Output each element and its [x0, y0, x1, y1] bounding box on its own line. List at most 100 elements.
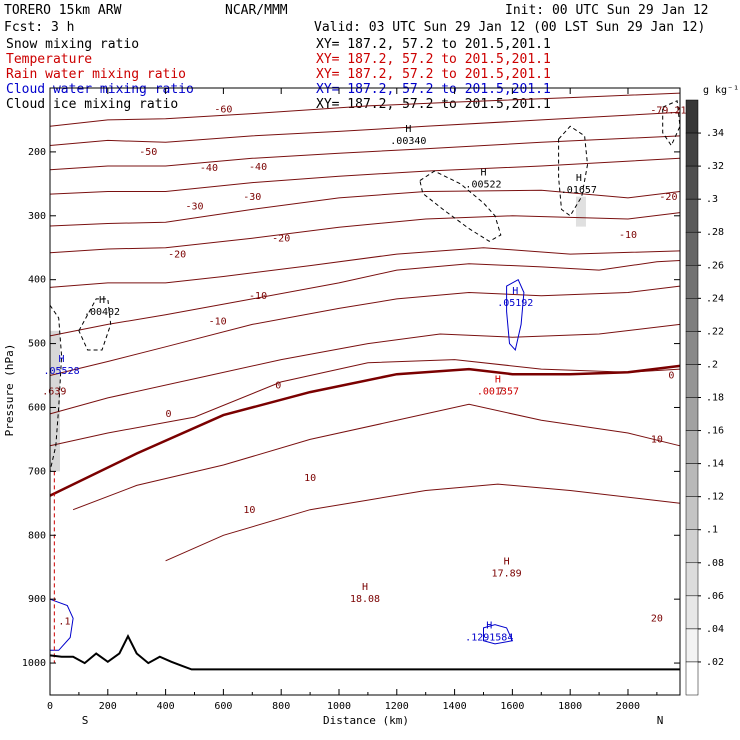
colorbar-tick-label: .12 — [706, 492, 724, 503]
high-marker-value: .1291584 — [465, 632, 513, 643]
high-marker-value: 18.08 — [350, 594, 380, 605]
colorbar-swatch — [685, 661, 699, 696]
colorbar-tick-label: .26 — [706, 260, 724, 271]
temperature-contour — [49, 260, 681, 337]
init-time: Init: 00 UTC Sun 29 Jan 12 — [505, 3, 709, 18]
high-marker: H — [495, 374, 501, 385]
contour-label: -79.21 — [650, 106, 686, 117]
x-axis-label: Distance (km) — [323, 714, 409, 727]
high-marker: H — [504, 556, 510, 567]
center-title: NCAR/MMM — [225, 3, 288, 18]
contour-label: -20 — [272, 233, 290, 244]
high-marker: H — [405, 124, 411, 135]
cloud-water-contour — [506, 278, 525, 352]
colorbar-swatch — [685, 231, 699, 266]
colorbar-swatch — [685, 397, 699, 431]
high-marker-value: .00340 — [390, 136, 426, 147]
colorbar-tick-label: .1 — [706, 525, 718, 536]
y-tick-label: 200 — [28, 147, 46, 158]
colorbar-swatch — [685, 628, 699, 663]
temperature-contour — [49, 111, 681, 146]
x-axis-start-label: S — [82, 714, 89, 727]
contour-label: .1 — [58, 617, 70, 628]
field-name-cloud-water: Cloud water mixing ratio — [6, 82, 194, 97]
contour-label: -30 — [185, 201, 203, 212]
colorbar-tick-label: .32 — [706, 161, 724, 172]
high-marker-value: .00522 — [465, 179, 501, 190]
temperature-contour — [165, 483, 681, 562]
contour-label: -60 — [214, 104, 232, 115]
contour-label: -10 — [209, 316, 227, 327]
temperature-contour — [49, 135, 681, 171]
high-marker: H — [99, 295, 105, 306]
x-tick-label: 800 — [272, 701, 290, 712]
y-tick-label: 800 — [28, 530, 46, 541]
colorbar-tick-label: .34 — [706, 128, 724, 139]
high-marker: H — [480, 167, 486, 178]
field-xy-temperature: XY= 187.2, 57.2 to 201.5,201.1 — [316, 52, 551, 67]
contour-label: 10 — [651, 435, 663, 446]
colorbar-tick-label: .28 — [706, 227, 724, 238]
colorbar-swatch — [685, 364, 699, 398]
high-marker: H — [486, 620, 492, 631]
contour-label: -40 — [249, 162, 267, 173]
temperature-contour — [49, 92, 681, 127]
forecast-hour: Fcst: 3 h — [4, 20, 74, 35]
high-marker-value: .01657 — [561, 185, 597, 196]
high-marker-value: .001357 — [477, 386, 519, 397]
x-tick-label: 600 — [214, 701, 232, 712]
temperature-contour — [49, 285, 681, 376]
colorbar-tick-label: .24 — [706, 293, 724, 304]
x-tick-label: 1400 — [443, 701, 467, 712]
x-tick-label: 1200 — [385, 701, 409, 712]
cloud-water-contour — [483, 624, 514, 645]
contour-label: -50 — [139, 147, 157, 158]
plot-frame — [49, 87, 681, 696]
x-tick-label: 0 — [47, 701, 53, 712]
contour-label: 0 — [668, 371, 674, 382]
contour-label: 10 — [243, 505, 255, 516]
x-tick-label: 400 — [157, 701, 175, 712]
temperature-contour — [49, 157, 681, 195]
contour-label: .639 — [42, 387, 66, 398]
high-marker-value: .00402 — [84, 307, 120, 318]
high-marker-value: .05192 — [497, 298, 533, 309]
contour-label: -20 — [659, 192, 677, 203]
colorbar-swatch — [685, 463, 699, 497]
colorbar-swatch — [685, 430, 699, 464]
ice-snow-contour — [662, 100, 681, 147]
y-tick-label: 600 — [28, 402, 46, 413]
colorbar-tick-label: .2 — [706, 359, 718, 370]
plot-area: -79.21 -60 -50 -40 -40 -30 -30 -20 -20 -20 -10 -10 -… — [42, 92, 687, 671]
snow-shading — [50, 330, 60, 472]
high-marker-value: .05528 — [43, 366, 79, 377]
colorbar: .34 .32 .3 .28 .26 .24 .22 .2 .18 .16 .14 .12 .1 .08.… — [685, 99, 724, 696]
colorbar-tick-label: .06 — [706, 591, 724, 602]
colorbar-swatch — [685, 595, 699, 630]
field-xy-snow: XY= 187.2, 57.2 to 201.5,201.1 — [316, 37, 551, 52]
snow-shading — [575, 196, 586, 227]
y-tick-label: 700 — [28, 466, 46, 477]
colorbar-swatch — [685, 298, 699, 332]
contour-label: 7 — [498, 387, 504, 398]
field-name-temperature: Temperature — [6, 52, 92, 67]
field-legend: Snow mixing ratio XY= 187.2, 57.2 to 201… — [6, 37, 551, 112]
temperature-contour — [49, 212, 681, 254]
field-name-snow: Snow mixing ratio — [6, 37, 139, 52]
colorbar-tick-label: .18 — [706, 393, 724, 404]
y-tick-label: 300 — [28, 211, 46, 222]
y-axis-label: Pressure (hPa) — [3, 344, 16, 437]
field-xy-rain: XY= 187.2, 57.2 to 201.5,201.1 — [316, 67, 551, 82]
colorbar-swatch — [685, 165, 699, 200]
x-tick-label: 200 — [99, 701, 117, 712]
temperature-contour — [72, 403, 681, 511]
colorbar-swatch — [685, 132, 699, 167]
colorbar-tick-label: .3 — [706, 194, 718, 205]
colorbar-unit: g kg⁻¹ — [703, 85, 739, 96]
colorbar-tick-label: .04 — [706, 624, 724, 635]
temperature-contour — [49, 359, 681, 447]
y-tick-label: 1000 — [22, 658, 46, 669]
high-marker: H — [576, 173, 582, 184]
model-title: TORERO 15km ARW — [4, 3, 122, 18]
